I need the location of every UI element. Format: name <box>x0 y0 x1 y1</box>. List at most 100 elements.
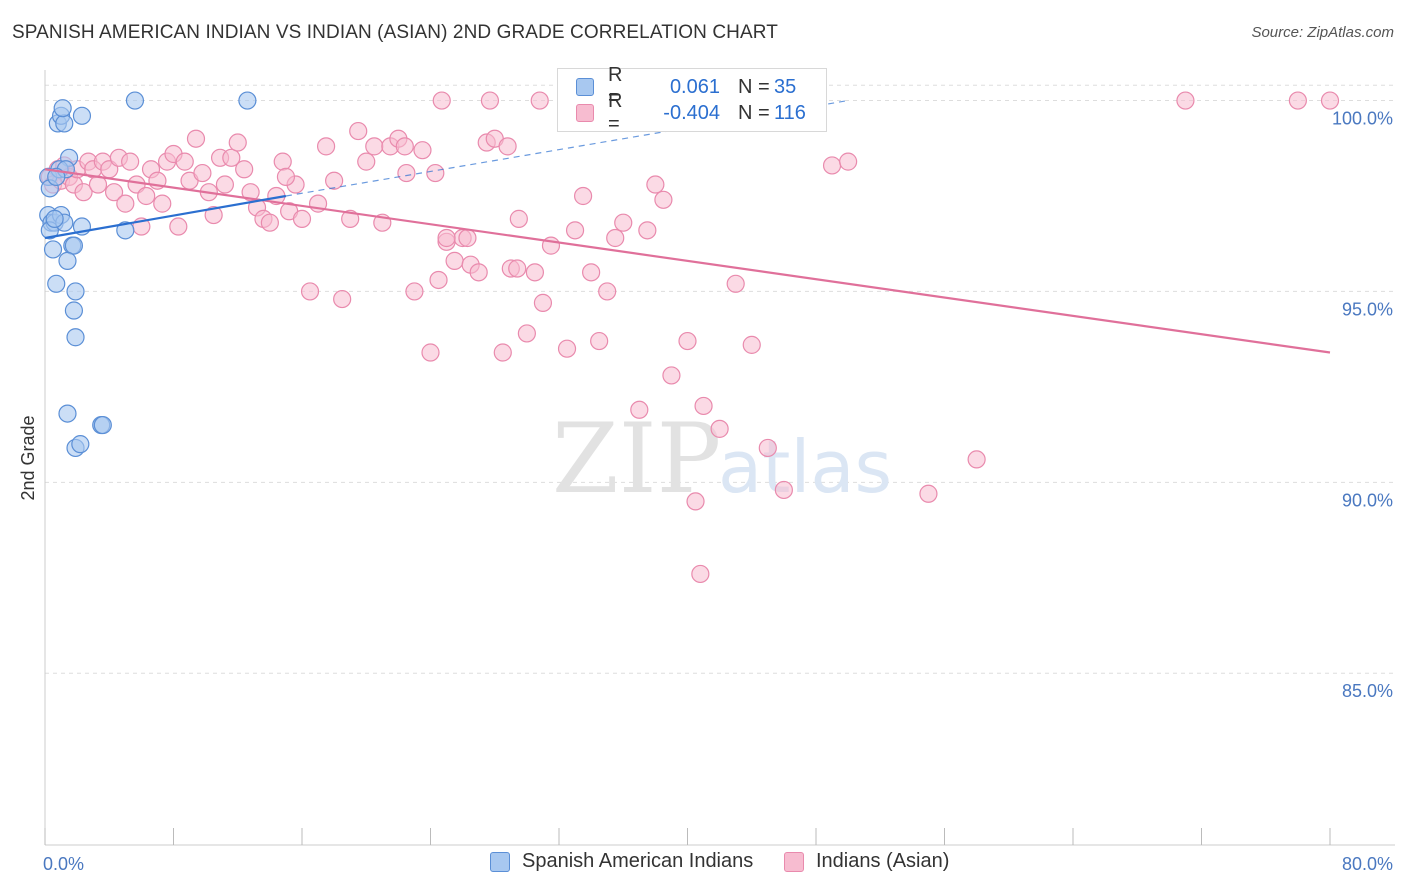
indians-asian-point <box>292 209 312 228</box>
legend-swatch-series2 <box>576 104 594 122</box>
y-tick-label: 85.0% <box>1342 681 1393 701</box>
indians-asian-point <box>557 339 577 358</box>
legend-r-value: 0.061 <box>669 75 720 98</box>
x-tick-label: 80.0% <box>1342 854 1393 874</box>
indians-asian-point <box>662 366 681 385</box>
indians-asian-point <box>349 121 368 141</box>
indians-asian-point <box>235 160 254 179</box>
x-tick-label: 0.0% <box>43 854 84 874</box>
indians-asian-point <box>175 152 194 171</box>
indians-asian-point <box>204 205 223 225</box>
indians-asian-point <box>137 186 156 206</box>
spanish-american-indians-point <box>47 274 66 293</box>
spanish-american-indians-point <box>47 167 66 186</box>
bottom-legend-label-series2: Indians (Asian) <box>816 850 950 872</box>
indians-asian-point <box>480 91 500 110</box>
indians-asian-point <box>678 331 697 351</box>
indians-asian-point <box>300 282 320 301</box>
indians-asian-point <box>405 282 424 301</box>
indians-asian-point <box>469 263 488 282</box>
indians-asian-point <box>1176 91 1195 110</box>
indians-asian-point <box>573 186 593 206</box>
indians-asian-point <box>276 167 296 186</box>
indians-asian-point <box>509 209 528 228</box>
bottom-legend-label-series1: Spanish American Indians <box>522 850 754 872</box>
spanish-american-indians-point <box>66 282 85 301</box>
indians-asian-point <box>104 183 124 202</box>
indians-asian-point <box>598 282 617 301</box>
correlation-legend: R = 0.061 N = 35 R = -0.404 N = 116 <box>557 64 827 135</box>
chart-title: SPANISH AMERICAN INDIAN VS INDIAN (ASIAN… <box>12 22 778 43</box>
indians-asian-point <box>638 221 657 240</box>
indians-asian-point <box>193 163 212 183</box>
y-tick-label: 95.0% <box>1342 299 1393 319</box>
indians-asian-point <box>686 492 705 511</box>
y-tick-labels: 100.0% 95.0% 90.0% 85.0% <box>1332 109 1393 702</box>
indians-asian-point <box>426 163 445 183</box>
spanish-american-indians-point <box>125 91 145 110</box>
bottom-legend-series2: Indians (Asian) <box>784 850 949 873</box>
legend-n-label: N = <box>738 75 770 98</box>
indians-asian-point <box>565 221 585 240</box>
chart-source: Source: ZipAtlas.com <box>1251 24 1394 41</box>
indians-asian-point <box>121 152 140 171</box>
bottom-legend-series1: Spanish American Indians <box>490 850 753 873</box>
indians-asian-point <box>630 400 649 419</box>
y-tick-label: 90.0% <box>1342 490 1393 510</box>
indians-asian-point <box>333 289 352 309</box>
indians-asian-point <box>1320 91 1340 110</box>
spanish-american-indians-point <box>66 328 85 347</box>
indians-asian-point <box>646 175 665 194</box>
indians-asian-point <box>533 293 553 312</box>
indians-asian-point <box>429 270 448 290</box>
indians-asian-point <box>493 343 512 362</box>
indians-asian-point <box>654 190 673 209</box>
indians-asian-point <box>710 419 729 438</box>
indians-asian-point <box>445 251 464 270</box>
indians-asian-point <box>413 141 432 160</box>
legend-n-value: 116 <box>774 101 806 124</box>
spanish-american-indians-point <box>53 99 72 118</box>
indians-asian-point <box>582 263 601 282</box>
spanish-american-indians-point <box>238 91 257 110</box>
indians-asian-point <box>153 194 172 213</box>
indians-asian-point <box>341 209 360 228</box>
indians-asian-point <box>74 183 93 202</box>
indians-asian-point <box>260 213 279 232</box>
indians-asian-point <box>726 274 745 293</box>
spanish-american-indians-point <box>58 404 77 423</box>
indians-asian-point <box>316 137 336 156</box>
watermark-atlas: atlas <box>718 425 892 509</box>
bottom-legend-swatch-series1 <box>490 851 510 872</box>
y-tick-label: 100.0% <box>1332 109 1393 129</box>
indians-asian-point <box>169 217 188 236</box>
legend-n-value: 35 <box>774 75 797 98</box>
indians-asian-point <box>822 156 842 175</box>
indians-asian-point <box>222 148 241 167</box>
indians-asian-point <box>186 129 206 148</box>
spanish-american-indians-point <box>55 114 74 133</box>
spanish-american-indians-point <box>58 251 77 270</box>
bottom-legend-swatch-series2 <box>784 851 804 872</box>
spanish-american-indians-point <box>43 240 63 259</box>
indians-asian-point <box>1288 91 1307 110</box>
indians-asian-point <box>432 91 451 110</box>
spanish-american-indians-point <box>93 415 112 435</box>
spanish-american-indians-point <box>64 236 84 255</box>
indians-asian-point <box>498 137 517 156</box>
indians-asian-point <box>508 259 527 278</box>
series-spanish-american-indians-points <box>39 91 257 458</box>
indians-asian-point <box>590 331 609 351</box>
indians-asian-point <box>241 183 260 202</box>
indians-asian-point <box>614 213 633 232</box>
spanish-american-indians-point <box>71 435 90 454</box>
watermark: ZIP atlas <box>552 403 892 515</box>
indians-asian-point <box>758 438 777 458</box>
spanish-american-indians-point <box>116 221 135 240</box>
indians-asian-point <box>525 263 545 282</box>
trend-line-spanish-american-indians <box>44 194 287 240</box>
indians-asian-point <box>839 152 858 171</box>
indians-asian-point <box>919 484 938 503</box>
axes <box>44 70 1395 846</box>
